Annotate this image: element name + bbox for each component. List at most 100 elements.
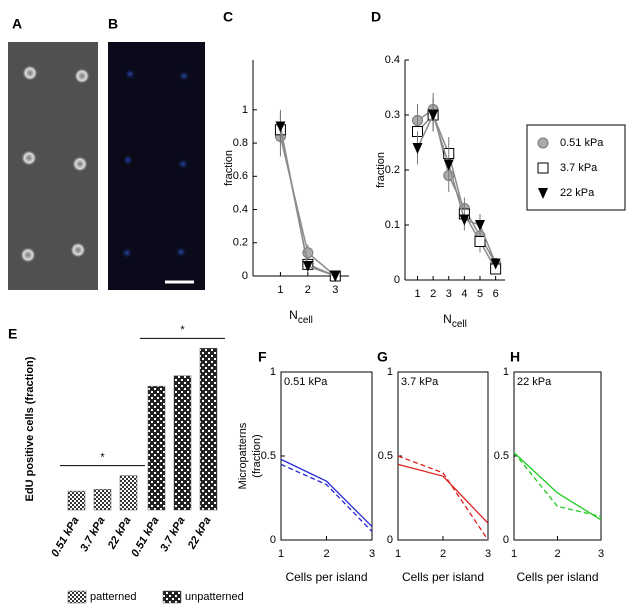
annotation: 22 kPa [517, 376, 552, 388]
panel-label: B [108, 16, 118, 32]
category-label: 22 kPa [185, 515, 213, 552]
x-axis-label: Ncell [289, 308, 313, 325]
bar [199, 348, 218, 511]
x-axis-label-main: N [289, 308, 298, 322]
y-tick-label: 0 [387, 534, 393, 546]
legend-swatch [67, 590, 87, 604]
marker [538, 188, 548, 199]
y-tick-label: 1 [242, 104, 248, 116]
legend-swatch [162, 590, 182, 604]
x-tick-label: 3 [485, 548, 491, 560]
y-tick-label: 0.2 [233, 237, 248, 249]
x-axis-label-sub: cell [298, 315, 313, 326]
x-axis-label: Cells per island [516, 570, 598, 584]
marker [490, 258, 501, 270]
marker [330, 271, 341, 282]
y-tick-label: 0.1 [385, 219, 400, 231]
bar [147, 385, 166, 511]
x-tick-label: 1 [277, 284, 283, 296]
y-tick-label: 1 [270, 366, 276, 378]
x-tick-label: 3 [332, 284, 338, 296]
panel-label: D [371, 9, 381, 25]
x-tick-label: 6 [493, 288, 499, 300]
marker [537, 137, 549, 149]
x-tick-label: 3 [598, 548, 604, 560]
series-line [280, 458, 373, 528]
y-axis-label: (fraction) [251, 434, 263, 477]
plot-frame [280, 371, 373, 541]
x-tick-label: 2 [323, 548, 329, 560]
y-tick-label: 0.8 [233, 137, 248, 149]
x-tick-label: 1 [395, 548, 401, 560]
y-tick-label: 0.5 [261, 450, 276, 462]
marker [459, 214, 470, 226]
x-axis-label-main: Cells per island [402, 570, 484, 584]
x-axis-label-sub: cell [452, 319, 467, 330]
category-label: 0.51 kPa [129, 515, 161, 559]
significance-label: * [100, 452, 105, 464]
panel-label: E [8, 326, 17, 342]
x-tick-label: 3 [446, 288, 452, 300]
y-tick-label: 1 [503, 366, 509, 378]
y-tick-label: 1 [387, 366, 393, 378]
legend-label: 22 kPa [560, 187, 595, 199]
series-line [397, 455, 489, 541]
panel-label: H [510, 349, 520, 365]
y-tick-label: 0 [394, 274, 400, 286]
category-label: 3.7 kPa [158, 515, 187, 554]
y-tick-label: 0.4 [385, 54, 400, 66]
annotation: 0.51 kPa [284, 376, 328, 388]
y-tick-label: 0.6 [233, 170, 248, 182]
x-tick-label: 1 [511, 548, 517, 560]
legend-label: unpatterned [185, 591, 244, 603]
marker [443, 159, 454, 171]
category-label: 0.51 kPa [49, 515, 81, 559]
y-axis-label: Micropatterns [237, 422, 249, 489]
x-axis-label: Ncell [443, 312, 467, 329]
panel-label: F [258, 349, 267, 365]
category-label: 22 kPa [105, 515, 133, 552]
marker [302, 261, 313, 273]
marker [428, 110, 439, 121]
series-line [397, 463, 489, 524]
x-axis-label-main: N [443, 312, 452, 326]
marker [475, 220, 485, 231]
plot-frame [397, 371, 489, 541]
y-tick-label: 0.5 [494, 450, 509, 462]
marker [275, 121, 286, 133]
x-tick-label: 1 [414, 288, 420, 300]
x-tick-label: 2 [430, 288, 436, 300]
y-axis-label: fraction [375, 152, 387, 188]
panel-label: A [12, 16, 22, 32]
annotation: 3.7 kPa [401, 376, 439, 388]
x-tick-label: 1 [278, 548, 284, 560]
series-line [513, 452, 602, 521]
series-line [513, 452, 602, 518]
x-axis-label: Cells per island [402, 570, 484, 584]
x-tick-label: 2 [440, 548, 446, 560]
x-axis-label: Cells per island [285, 570, 367, 584]
series-line [416, 112, 497, 264]
legend-label: 3.7 kPa [560, 162, 598, 174]
y-tick-label: 0 [242, 270, 248, 282]
marker [412, 143, 423, 154]
y-tick-label: 0 [270, 534, 276, 546]
x-axis-label-main: Cells per island [516, 570, 598, 584]
image-b [108, 42, 205, 290]
y-tick-label: 0.2 [385, 164, 400, 176]
legend-label: 0.51 kPa [560, 137, 604, 149]
y-tick-label: 0.5 [378, 450, 393, 462]
x-tick-label: 5 [477, 288, 483, 300]
marker [537, 162, 549, 174]
category-label: 3.7 kPa [78, 515, 107, 554]
bar [93, 489, 112, 511]
bar [119, 475, 138, 511]
bar [173, 375, 192, 511]
legend-label: patterned [90, 591, 136, 603]
panel-label: C [223, 9, 233, 25]
plot-frame [513, 371, 602, 541]
x-tick-label: 4 [461, 288, 467, 300]
y-tick-label: 0.3 [385, 109, 400, 121]
bar [67, 490, 86, 511]
significance-label: * [180, 324, 185, 336]
